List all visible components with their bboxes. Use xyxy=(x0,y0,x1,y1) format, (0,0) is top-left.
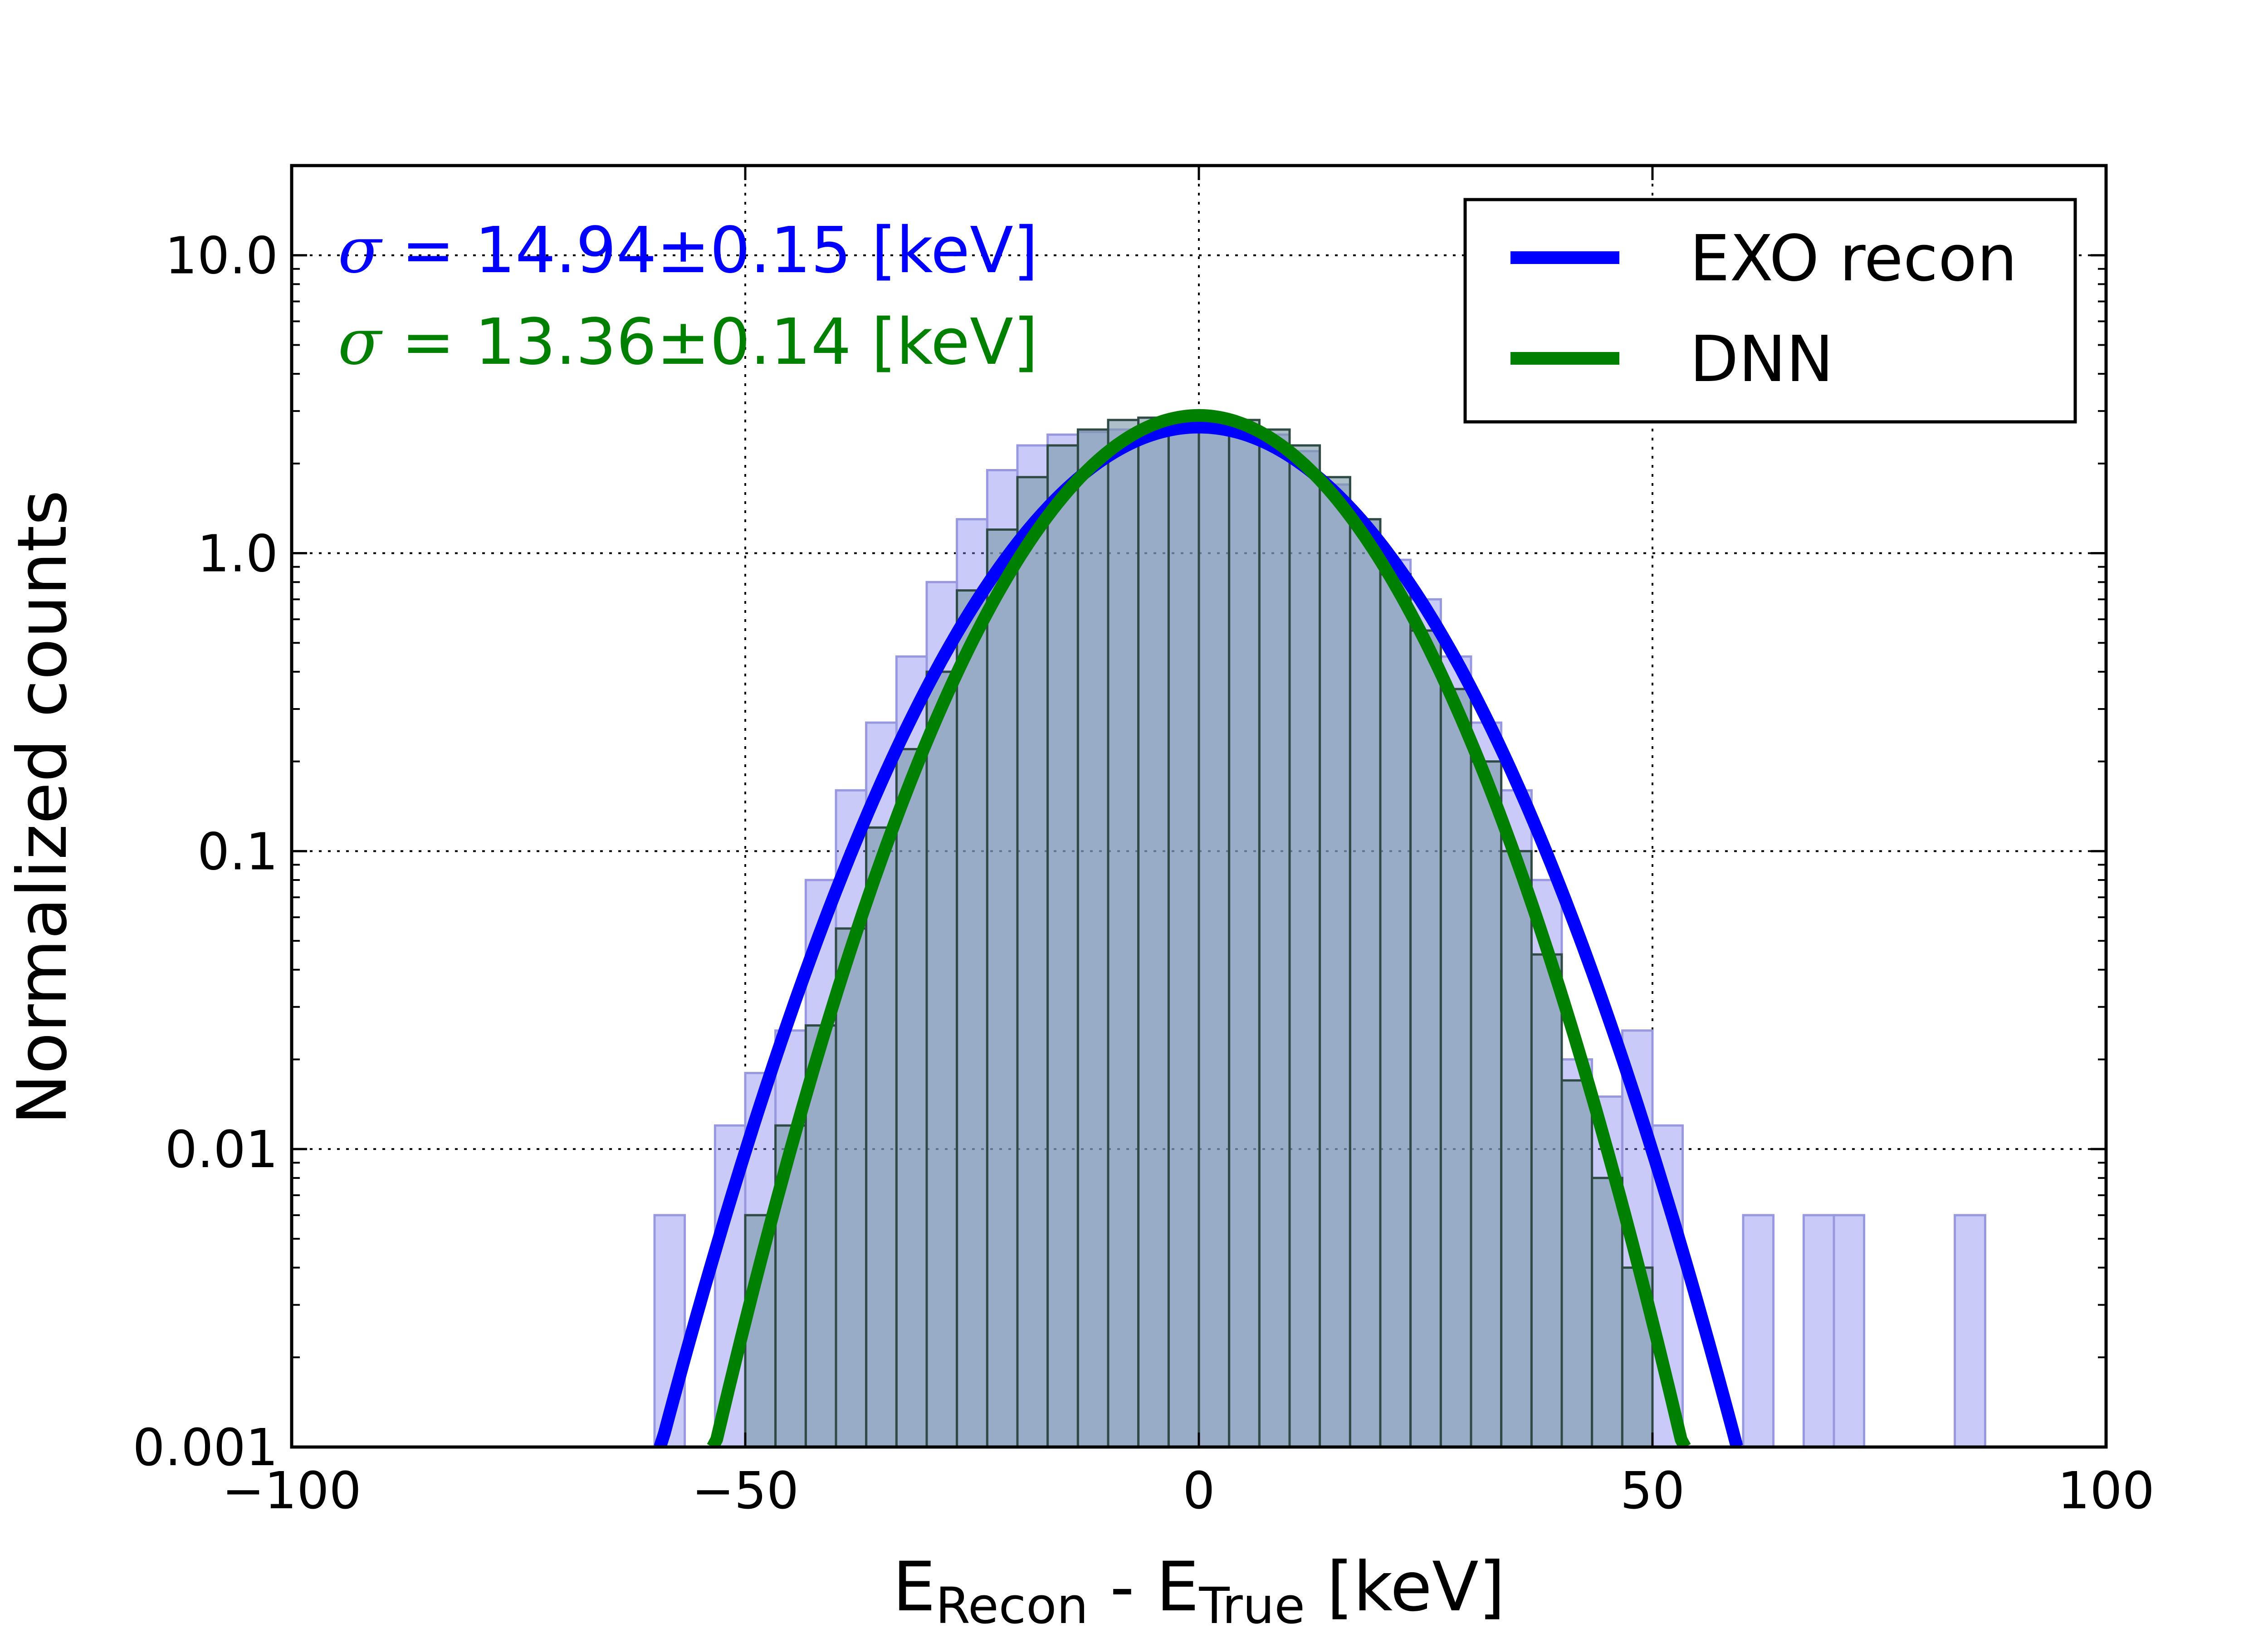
hist-bar xyxy=(1167,416,1200,1447)
hist-bar xyxy=(1107,419,1140,1447)
fit-curves xyxy=(654,409,1743,1447)
hist-bar xyxy=(1076,428,1110,1447)
sigma-annotation-exo: σ = 14.94±0.15 [keV] xyxy=(338,214,1038,288)
hist-bar xyxy=(1500,850,1533,1447)
legend-box xyxy=(1463,198,2077,424)
hist-bar xyxy=(1591,1177,1623,1447)
x-tick-label: −50 xyxy=(692,1462,799,1521)
x-tick-label: 50 xyxy=(1620,1462,1685,1521)
hist-bar xyxy=(865,826,898,1447)
hist-bar xyxy=(986,528,1019,1447)
legend-label-exo-recon: EXO recon xyxy=(1690,222,2017,296)
hist-bar xyxy=(1439,688,1472,1447)
x-tick-label: −100 xyxy=(222,1462,362,1521)
hist-bar xyxy=(956,589,988,1447)
sigma-symbol-exo: σ xyxy=(338,214,383,288)
hist-bar xyxy=(1470,760,1503,1447)
sigma-symbol-dnn: σ xyxy=(338,305,383,379)
hist-bar xyxy=(1833,1214,1866,1447)
hist-bar xyxy=(1742,1214,1775,1447)
x-tick-label: 0 xyxy=(1183,1462,1215,1521)
hist-bar xyxy=(1349,518,1382,1447)
legend: EXO recon DNN xyxy=(1463,198,2077,424)
x-axis-title-sub-recon: Recon xyxy=(936,1577,1089,1633)
y-tick-label: 0.1 xyxy=(197,822,278,881)
x-axis-title: ERecon - ETrue [keV] xyxy=(893,1548,1505,1633)
hist-bar xyxy=(1530,953,1563,1447)
y-tick-label: 0.001 xyxy=(132,1418,278,1477)
x-axis-title-e1: E xyxy=(893,1548,936,1627)
fit-curve-dnn xyxy=(707,409,1691,1447)
sigma-value-exo: 14.94±0.15 [keV] xyxy=(475,214,1038,288)
x-tick-label: 100 xyxy=(2058,1462,2155,1521)
hist-bar xyxy=(1288,444,1321,1447)
hist-bar xyxy=(1319,476,1351,1447)
hist-bar xyxy=(1137,416,1170,1447)
hist-bar xyxy=(835,927,868,1447)
hist-bar xyxy=(1802,1214,1835,1447)
sigma-equals-exo: = xyxy=(381,214,475,288)
hist-bar xyxy=(1560,1079,1593,1447)
hist-bar xyxy=(895,748,928,1447)
x-axis-title-sub-true: True xyxy=(1198,1577,1305,1633)
sigma-annotation-dnn: σ = 13.36±0.14 [keV] xyxy=(338,305,1038,379)
ticks: −100 −50 0 50 100 0.001 0.01 0.1 1.0 10.0 xyxy=(132,166,2155,1521)
y-tick-label: 10.0 xyxy=(165,227,278,286)
y-axis-title: Normalized counts xyxy=(3,490,82,1125)
sigma-equals-dnn: = xyxy=(381,305,475,379)
hist-bar xyxy=(1046,444,1079,1447)
hist-bar xyxy=(925,670,958,1447)
hist-bar xyxy=(1016,476,1049,1447)
y-tick-label: 1.0 xyxy=(197,525,278,584)
sigma-value-dnn: 13.36±0.14 [keV] xyxy=(475,305,1038,379)
x-axis-title-unit: [keV] xyxy=(1305,1548,1505,1627)
hist-bar xyxy=(1198,416,1231,1447)
hist-bar xyxy=(1258,428,1291,1447)
hist-bar xyxy=(1409,629,1442,1447)
fit-curve-exo-recon xyxy=(654,420,1743,1447)
histogram-dnn xyxy=(744,416,1654,1447)
x-axis-title-minus-e: - E xyxy=(1088,1548,1199,1627)
hist-bar xyxy=(1379,573,1412,1447)
y-tick-label: 0.01 xyxy=(165,1120,278,1179)
hist-bar xyxy=(1954,1214,1986,1447)
hist-bar xyxy=(1228,419,1261,1447)
legend-label-dnn: DNN xyxy=(1690,323,1833,396)
